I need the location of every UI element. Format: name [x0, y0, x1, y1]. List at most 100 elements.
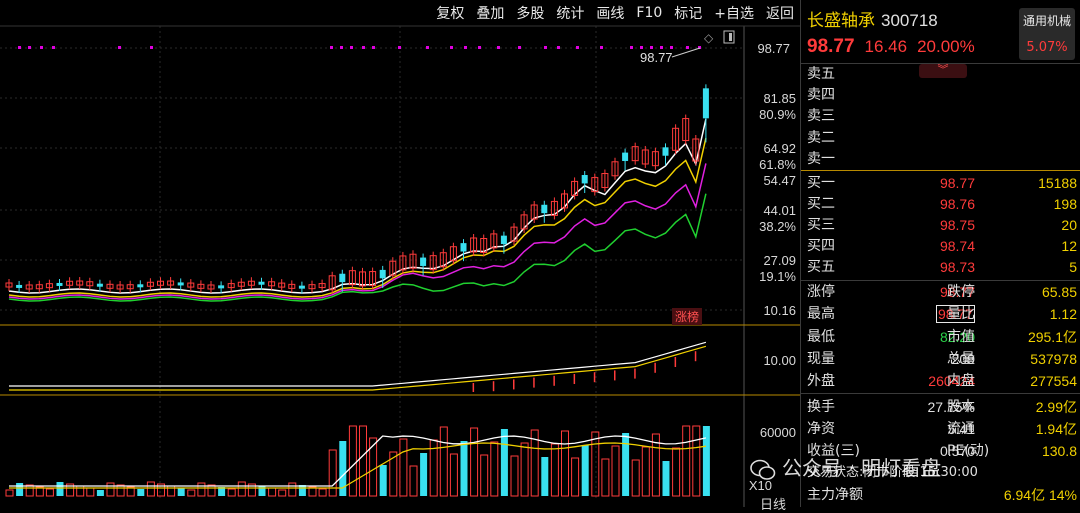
toolbar-add-watchlist[interactable]: +自选	[714, 6, 754, 22]
volume-bar	[439, 426, 448, 497]
volume-bar	[126, 486, 135, 497]
signal-dot	[118, 46, 121, 49]
sector-name: 通用机械	[1022, 14, 1071, 28]
candle-body	[651, 151, 659, 167]
candle-body	[197, 283, 205, 289]
indicator-line-b	[9, 345, 707, 391]
volume-bar	[500, 429, 508, 496]
axis-label: 10.16	[763, 303, 796, 318]
toolbar-f10[interactable]: F10	[636, 5, 663, 21]
volume-bar	[348, 425, 357, 497]
volume-bar	[268, 487, 277, 497]
candle-body	[439, 252, 447, 268]
candle-body	[611, 161, 619, 177]
indicator-bar	[553, 375, 555, 386]
candlesticks	[5, 84, 709, 294]
candle-body	[480, 238, 488, 254]
panel-toggle-icon	[723, 30, 735, 44]
ma5-line	[8, 118, 707, 294]
candle-body	[520, 214, 528, 230]
kline-chart-area[interactable]: ◇ 复权 叠加 多股 统计 画线 F10 标记 +自选 返回 98.77 涨榜 …	[0, 0, 800, 512]
volume-bar	[692, 425, 701, 497]
indicator-bar	[634, 368, 636, 379]
volume-bar	[399, 438, 408, 497]
indicator-bar	[674, 357, 677, 367]
ask-row: 卖四	[807, 87, 835, 103]
candle-body	[25, 284, 33, 290]
candle-body	[409, 253, 417, 269]
candle-body	[96, 283, 103, 287]
axis-label: 19.1%	[759, 269, 796, 284]
volume-bar	[369, 437, 378, 497]
indicator-lines	[9, 341, 707, 391]
toolbar-mark[interactable]: 标记	[674, 6, 703, 22]
volume-bar	[379, 465, 387, 496]
axis-label: 61.8%	[759, 157, 796, 172]
volume-bar	[308, 486, 317, 497]
sector-badge[interactable]: 通用机械 5.07%	[1019, 8, 1075, 60]
stat-row-high: 最高 98.77 量比 1.12	[807, 305, 1077, 323]
kline-chart[interactable]: ◇	[0, 0, 800, 507]
volume-ma-line-b	[9, 442, 706, 489]
candle-body	[682, 118, 690, 142]
candle-body	[328, 275, 336, 291]
candle-body	[389, 260, 397, 276]
price-change-pct: 20.00%	[917, 37, 975, 56]
volume-bar	[237, 481, 246, 497]
candle-body	[460, 243, 467, 252]
axis-label: 54.47	[763, 173, 796, 188]
indicator-bar	[533, 377, 535, 388]
toolbar-multi-stock[interactable]: 多股	[516, 6, 545, 22]
candle-body	[530, 204, 538, 220]
signal-dot	[640, 46, 643, 49]
candle-body	[470, 237, 478, 253]
volume-bar	[207, 484, 216, 497]
volume-bar	[96, 490, 104, 496]
candle-body	[550, 200, 558, 216]
volume-bar	[581, 445, 589, 496]
axis-label: 81.85	[763, 91, 796, 106]
indicator-axis-label: 10.00	[763, 353, 796, 368]
candle-body	[318, 283, 326, 289]
stat-row-turnover: 换手 27.75% 股本 2.99亿	[807, 399, 1077, 415]
indicator-bars	[472, 351, 697, 392]
volume-bar	[86, 487, 95, 497]
volume-bar	[470, 427, 479, 497]
volume-bar	[591, 431, 600, 497]
candle-body	[339, 273, 346, 283]
signal-dot	[660, 46, 663, 49]
volume-bar	[328, 449, 337, 497]
volume-bars	[5, 425, 710, 497]
candle-body	[177, 282, 184, 286]
toolbar-back[interactable]: 返回	[766, 6, 794, 22]
candle-body	[35, 284, 43, 290]
candle-body	[167, 280, 175, 286]
candle-body	[429, 255, 437, 271]
toolbar-statistics[interactable]: 统计	[556, 6, 585, 22]
expand-chevron-icon[interactable]: ︾	[919, 64, 967, 78]
candle-body	[268, 281, 276, 287]
signal-dot	[40, 46, 43, 49]
watermark: 公众号 · 明灯看盘	[750, 452, 941, 481]
candle-body	[449, 246, 457, 262]
toolbar-overlay[interactable]: 叠加	[476, 6, 505, 22]
volume-bar	[258, 486, 266, 496]
signal-dot	[600, 46, 603, 49]
sector-pct: 5.07%	[1026, 40, 1068, 55]
signal-dot	[497, 46, 500, 49]
volume-axis-label: 60000	[759, 425, 796, 440]
toolbar-draw-line[interactable]: 画线	[596, 6, 625, 22]
volume-bar	[288, 482, 297, 497]
candle-body	[581, 175, 588, 184]
toolbar-restore-rights[interactable]: 复权	[436, 6, 465, 22]
candle-body	[601, 173, 609, 189]
volume-bar	[460, 441, 468, 496]
signal-dot	[372, 46, 375, 49]
signal-dot	[52, 46, 55, 49]
volume-bar	[611, 445, 620, 497]
volume-bar	[359, 425, 367, 497]
volume-bar	[157, 483, 165, 497]
indicator-bar	[593, 372, 596, 383]
volume-bar	[550, 443, 559, 497]
volume-bar	[622, 433, 630, 496]
